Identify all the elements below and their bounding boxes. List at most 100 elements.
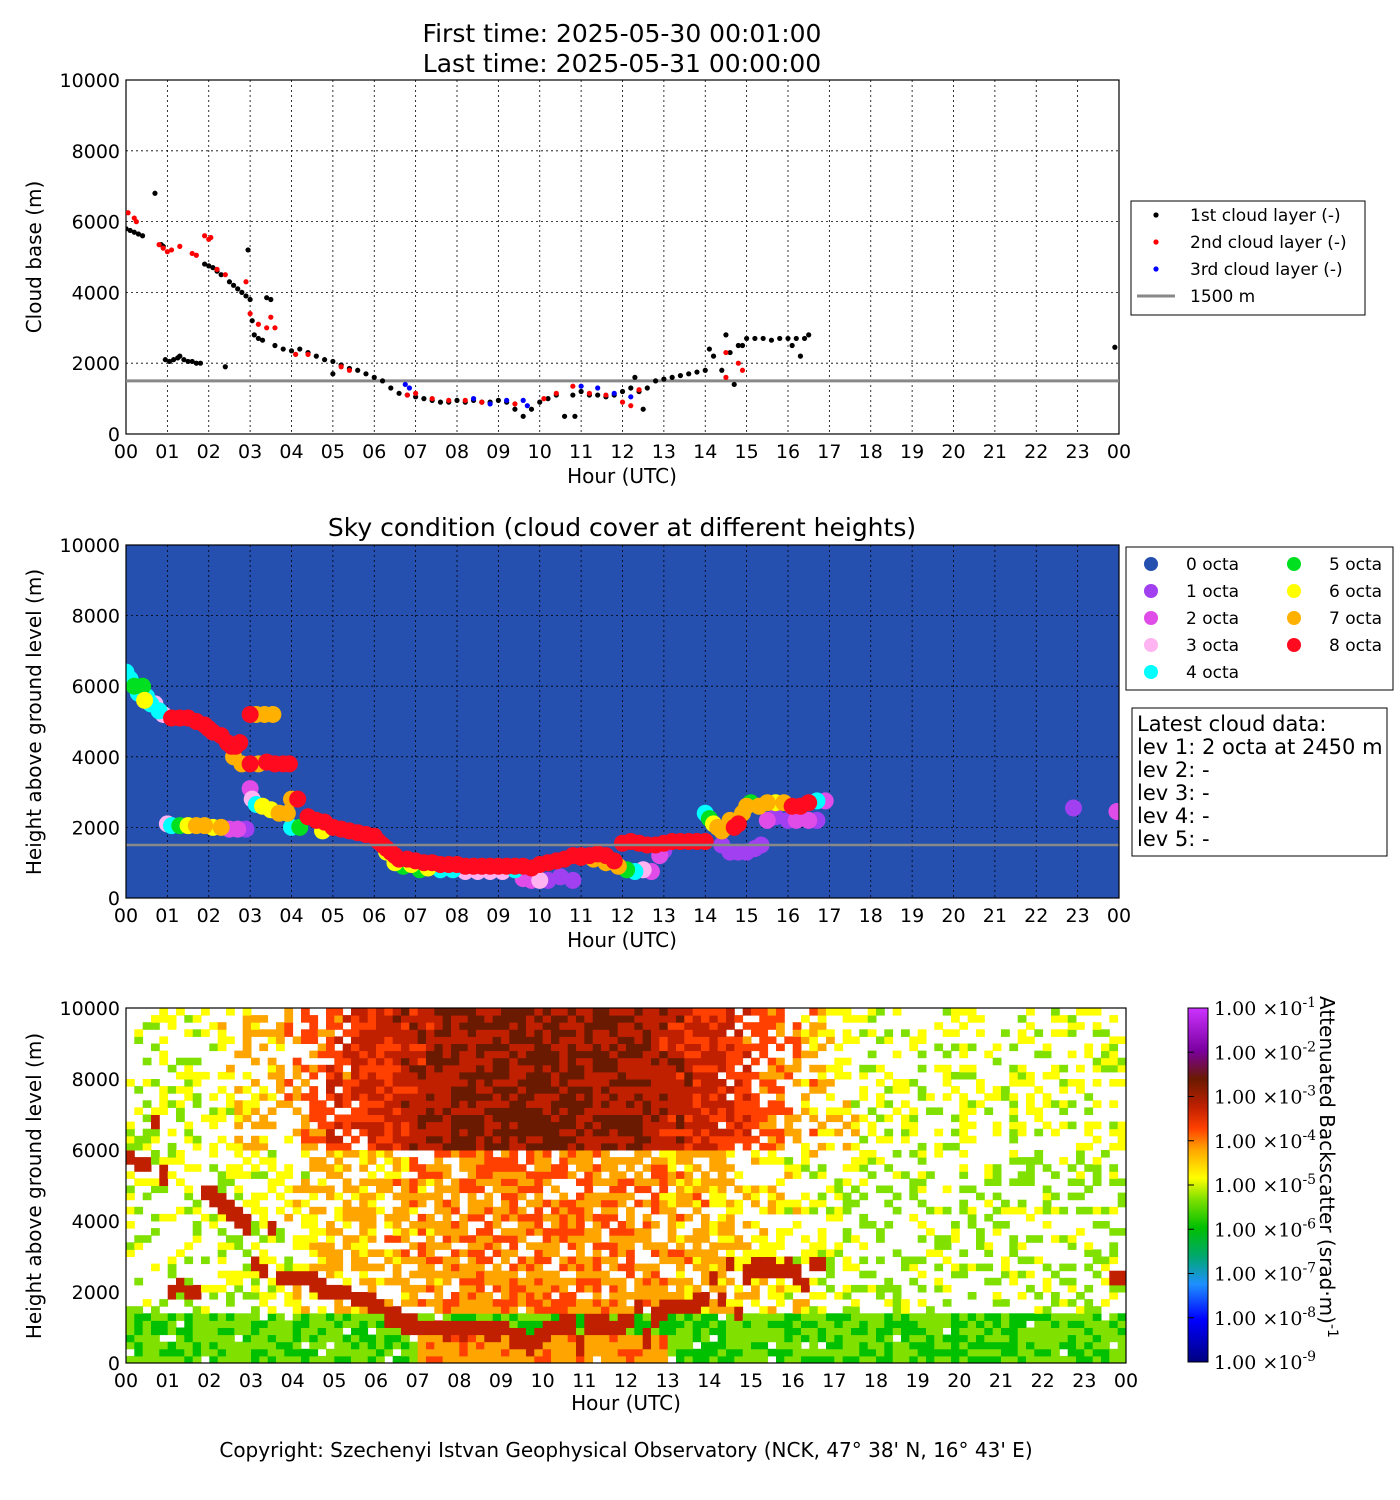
- backscatter-cell: [484, 1292, 494, 1300]
- backscatter-cell: [576, 1306, 585, 1314]
- backscatter-cell: [776, 1178, 785, 1186]
- backscatter-cell: [659, 1128, 669, 1137]
- cloud-layer-2-point: [479, 399, 485, 405]
- backscatter-cell: [626, 1008, 635, 1016]
- backscatter-cell: [759, 1022, 769, 1030]
- y-tick-label: 10000: [60, 70, 120, 92]
- backscatter-cell: [1084, 1043, 1094, 1052]
- backscatter-cell: [1067, 1348, 1077, 1357]
- backscatter-cell: [576, 1100, 585, 1108]
- backscatter-cell: [309, 1213, 319, 1222]
- backscatter-cell: [684, 1284, 694, 1293]
- backscatter-cell: [859, 1178, 869, 1186]
- backscatter-cell: [684, 1299, 694, 1307]
- backscatter-cell: [534, 1029, 544, 1037]
- backscatter-cell: [942, 1008, 952, 1016]
- backscatter-cell: [501, 1015, 510, 1023]
- backscatter-cell: [317, 1114, 327, 1123]
- backscatter-cell: [742, 1093, 752, 1101]
- backscatter-cell: [342, 1213, 352, 1222]
- backscatter-cell: [976, 1192, 985, 1201]
- backscatter-cell: [717, 1334, 727, 1343]
- backscatter-cell: [476, 1185, 485, 1194]
- backscatter-cell: [559, 1093, 569, 1101]
- backscatter-cell: [792, 1313, 802, 1321]
- y-tick-label: 0: [108, 424, 120, 446]
- backscatter-cell: [1101, 1043, 1110, 1052]
- backscatter-cell: [259, 1299, 269, 1307]
- backscatter-cell: [484, 1036, 494, 1044]
- backscatter-cell: [617, 1192, 627, 1201]
- backscatter-cell: [776, 1015, 785, 1023]
- backscatter-cell: [317, 1157, 327, 1165]
- backscatter-cell: [601, 1334, 610, 1343]
- backscatter-cell: [342, 1071, 352, 1080]
- backscatter-cell: [401, 1086, 410, 1094]
- backscatter-cell: [267, 1093, 277, 1101]
- backscatter-cell: [326, 1107, 335, 1115]
- backscatter-cell: [659, 1121, 669, 1130]
- backscatter-cell: [1026, 1093, 1035, 1101]
- backscatter-cell: [551, 1228, 560, 1236]
- backscatter-cell: [984, 1107, 994, 1115]
- backscatter-cell: [426, 1249, 435, 1257]
- backscatter-cell: [584, 1256, 594, 1265]
- cloud-layer-2-point: [429, 396, 435, 402]
- backscatter-cell: [309, 1128, 319, 1137]
- backscatter-cell: [167, 1270, 177, 1279]
- backscatter-cell: [342, 1277, 352, 1286]
- backscatter-cell: [442, 1221, 452, 1229]
- backscatter-cell: [384, 1142, 394, 1151]
- backscatter-cell: [484, 1235, 494, 1243]
- backscatter-cell: [576, 1284, 585, 1293]
- x-tick-labels: 00 01 02 03 04 05 06 07 08 09 10 11 12 13 14 15 16 17 18 19…: [114, 1370, 1138, 1392]
- backscatter-cell: [342, 1292, 352, 1300]
- backscatter-cell: [834, 1320, 844, 1328]
- backscatter-cell: [384, 1299, 394, 1307]
- backscatter-cell: [1009, 1150, 1019, 1158]
- cloud-layer-3-point: [578, 383, 584, 389]
- backscatter-cell: [709, 1071, 719, 1080]
- backscatter-cell: [759, 1355, 769, 1363]
- backscatter-cell: [667, 1086, 677, 1094]
- backscatter-cell: [317, 1284, 327, 1293]
- backscatter-cell: [184, 1277, 194, 1286]
- backscatter-cell: [392, 1086, 402, 1094]
- backscatter-cell: [651, 1206, 660, 1215]
- backscatter-cell: [1051, 1192, 1060, 1201]
- backscatter-cell: [226, 1341, 235, 1350]
- backscatter-cell: [642, 1029, 652, 1037]
- backscatter-cell: [417, 1008, 427, 1016]
- backscatter-cell: [676, 1036, 685, 1044]
- backscatter-cell: [251, 1121, 260, 1130]
- backscatter-cell: [667, 1142, 677, 1151]
- backscatter-cell: [634, 1185, 644, 1194]
- backscatter-cell: [167, 1150, 177, 1158]
- backscatter-cell: [709, 1341, 719, 1350]
- backscatter-cell: [359, 1086, 369, 1094]
- backscatter-cell: [1109, 1121, 1119, 1130]
- backscatter-cell: [159, 1299, 169, 1307]
- backscatter-cell: [684, 1107, 694, 1115]
- backscatter-cell: [476, 1277, 485, 1286]
- octa-3-point: [531, 871, 549, 889]
- backscatter-cell: [534, 1185, 544, 1194]
- legend-label-layer3: 3rd cloud layer (-): [1190, 260, 1343, 280]
- backscatter-cell: [376, 1036, 385, 1044]
- backscatter-cell: [784, 1121, 794, 1130]
- backscatter-cell: [384, 1157, 394, 1165]
- backscatter-cell: [409, 1178, 419, 1186]
- backscatter-cell: [742, 1086, 752, 1094]
- backscatter-cell: [434, 1064, 444, 1073]
- octa-7-point: [738, 797, 756, 815]
- backscatter-cell: [984, 1348, 994, 1357]
- backscatter-cell: [434, 1206, 444, 1215]
- backscatter-cell: [551, 1171, 560, 1179]
- backscatter-cell: [259, 1348, 269, 1357]
- backscatter-cell: [634, 1114, 644, 1123]
- backscatter-cell: [567, 1306, 577, 1314]
- colorbar-tick-mantissa: 1.00: [1214, 998, 1256, 1020]
- backscatter-cell: [451, 1355, 460, 1363]
- backscatter-cell: [417, 1050, 427, 1059]
- backscatter-cell: [151, 1185, 160, 1194]
